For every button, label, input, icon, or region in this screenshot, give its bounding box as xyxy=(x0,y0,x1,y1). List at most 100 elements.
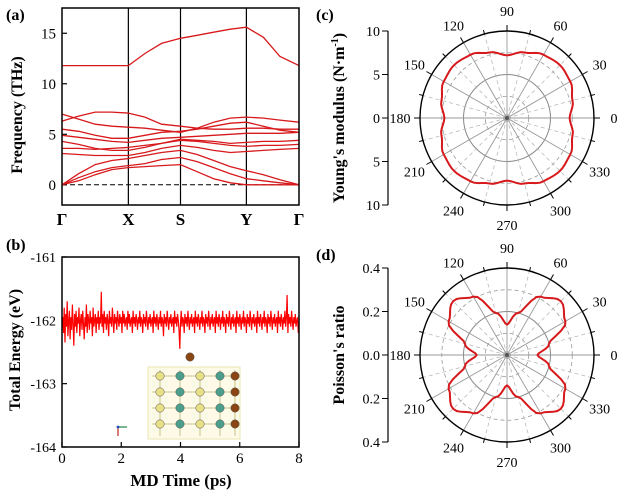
a-ytick-label: 10 xyxy=(41,77,56,93)
panel-c-polar: 0 30 60 90 120 150 180 210 240 270 300 330 10 5 0 5 10 xyxy=(366,5,618,234)
polar-angle-tick xyxy=(590,330,596,333)
polar-angle-tick xyxy=(582,398,588,402)
inset-atom xyxy=(230,387,240,397)
polar-radial-tick-label: 0.4 xyxy=(363,262,381,277)
panel-c-ylabel-close: ) xyxy=(331,33,348,38)
panel-c-ylabel-sup: -1 xyxy=(330,38,341,46)
polar-radial-ticks: 0.4 0.2 0.0 0.2 0.4 xyxy=(363,262,389,451)
polar-angle-label: 270 xyxy=(497,219,518,234)
polar-angle-tick xyxy=(460,193,464,199)
b-xtick-label: 0 xyxy=(58,451,66,467)
polar-angle-tick xyxy=(590,377,596,380)
inset-atom xyxy=(195,371,205,381)
b-ytick-label: -162 xyxy=(30,314,56,329)
polar-angle-label: 90 xyxy=(500,242,514,257)
polar-angle-tick xyxy=(590,140,596,143)
inset-atom xyxy=(185,352,195,362)
panel-c-ylabel-main: Young's modulus (N·m xyxy=(331,46,348,203)
panel-a-frame xyxy=(61,7,300,206)
polar-angle-tick xyxy=(568,179,572,183)
polar-angle-label: 0 xyxy=(611,349,618,364)
panel-a-ylabel: Frequency (THz) xyxy=(9,56,26,173)
polar-spoke xyxy=(445,56,508,119)
band-O8 xyxy=(62,26,300,67)
polar-angle-labels: 0 30 60 90 120 150 180 210 240 270 300 330 xyxy=(390,5,618,234)
band-LA xyxy=(61,149,300,186)
polar-angle-label: 30 xyxy=(593,296,607,311)
polar-angle-label: 180 xyxy=(390,112,411,127)
polar-angle-tick xyxy=(482,266,485,272)
polar-radial-tick-label: 10 xyxy=(366,25,380,40)
polar-angle-label: 90 xyxy=(500,5,514,20)
polar-angle-label: 330 xyxy=(589,166,610,181)
polar-angle-label: 240 xyxy=(443,442,464,457)
polar-angle-tick xyxy=(442,179,446,183)
panel-d-polar: 0 30 60 90 120 150 180 210 240 270 300 330 0.4 0.2 0.0… xyxy=(363,242,618,471)
panel-c-label: (c) xyxy=(316,7,334,24)
polar-angle-tick xyxy=(582,71,588,75)
inset-atom xyxy=(155,403,165,413)
polar-angle-tick xyxy=(550,430,554,436)
inset-atom xyxy=(230,371,240,381)
inset-atom xyxy=(215,387,225,397)
polar-angle-tick xyxy=(418,140,424,143)
panel-c-ylabel: Young's modulus (N·m-1) xyxy=(330,33,348,203)
polar-angle-tick xyxy=(460,430,464,436)
polar-spoke xyxy=(506,354,569,417)
polar-angle-tick xyxy=(590,93,596,96)
b-xtick-label: 2 xyxy=(118,451,126,467)
polar-angle-tick xyxy=(529,29,532,35)
polar-spoke xyxy=(422,117,508,141)
a-kpoint-label: Y xyxy=(240,210,252,229)
polar-spoke xyxy=(422,95,508,119)
inset-atom xyxy=(155,371,165,381)
polar-spoke xyxy=(445,354,508,417)
polar-angle-tick xyxy=(460,37,464,43)
polar-spoke xyxy=(506,117,569,180)
polar-center xyxy=(505,116,509,120)
polar-angle-label: 240 xyxy=(443,205,464,220)
polar-spoke xyxy=(506,95,592,119)
polar-angle-tick xyxy=(568,290,572,294)
polar-spoke xyxy=(506,279,551,356)
inset-cell xyxy=(147,366,241,440)
panel-b-frame xyxy=(61,256,300,448)
polar-angle-label: 180 xyxy=(390,349,411,364)
polar-radial-tick-label: 10 xyxy=(366,199,380,214)
b-xtick-label: 4 xyxy=(177,451,185,467)
polar-angle-label: 60 xyxy=(554,19,568,34)
polar-angle-label: 150 xyxy=(404,296,425,311)
panel-a: (a) Frequency (THz) 0 5 10 15 Γ X S Y Γ xyxy=(6,7,304,229)
band-O3 xyxy=(61,138,300,152)
polar-angle-tick xyxy=(550,37,554,43)
inset-atom xyxy=(195,419,205,429)
polar-angle-label: 120 xyxy=(443,19,464,34)
polar-angle-label: 120 xyxy=(443,256,464,271)
polar-angle-label: 300 xyxy=(550,205,571,220)
panel-d-label: (d) xyxy=(316,247,336,264)
panel-c: (c) Young's modulus (N·m-1) 0 30 60 90 120 15… xyxy=(316,5,618,234)
polar-spoke xyxy=(463,279,508,356)
polar-angle-label: 150 xyxy=(404,59,425,74)
a-ytick-label: 5 xyxy=(49,127,57,143)
band-O1 xyxy=(61,144,300,157)
polar-curve xyxy=(440,51,574,185)
polar-angle-tick xyxy=(442,416,446,420)
inset-atom xyxy=(175,371,185,381)
band-O4 xyxy=(61,131,300,144)
polar-angle-tick xyxy=(568,416,572,420)
inset-atom xyxy=(175,387,185,397)
inset-atom xyxy=(155,419,165,429)
polar-angle-tick xyxy=(426,308,432,312)
polar-angle-tick xyxy=(582,308,588,312)
inset-atom xyxy=(195,387,205,397)
polar-angle-label: 60 xyxy=(554,256,568,271)
polar-spoke xyxy=(506,117,592,141)
polar-angle-label: 300 xyxy=(550,442,571,457)
polar-angle-tick xyxy=(582,161,588,165)
polar-angle-tick xyxy=(418,330,424,333)
polar-angle-tick xyxy=(482,29,485,35)
panel-b-xlabel: MD Time (ps) xyxy=(130,471,231,490)
panel-b-ylabel: Total Energy (eV) xyxy=(7,289,24,411)
